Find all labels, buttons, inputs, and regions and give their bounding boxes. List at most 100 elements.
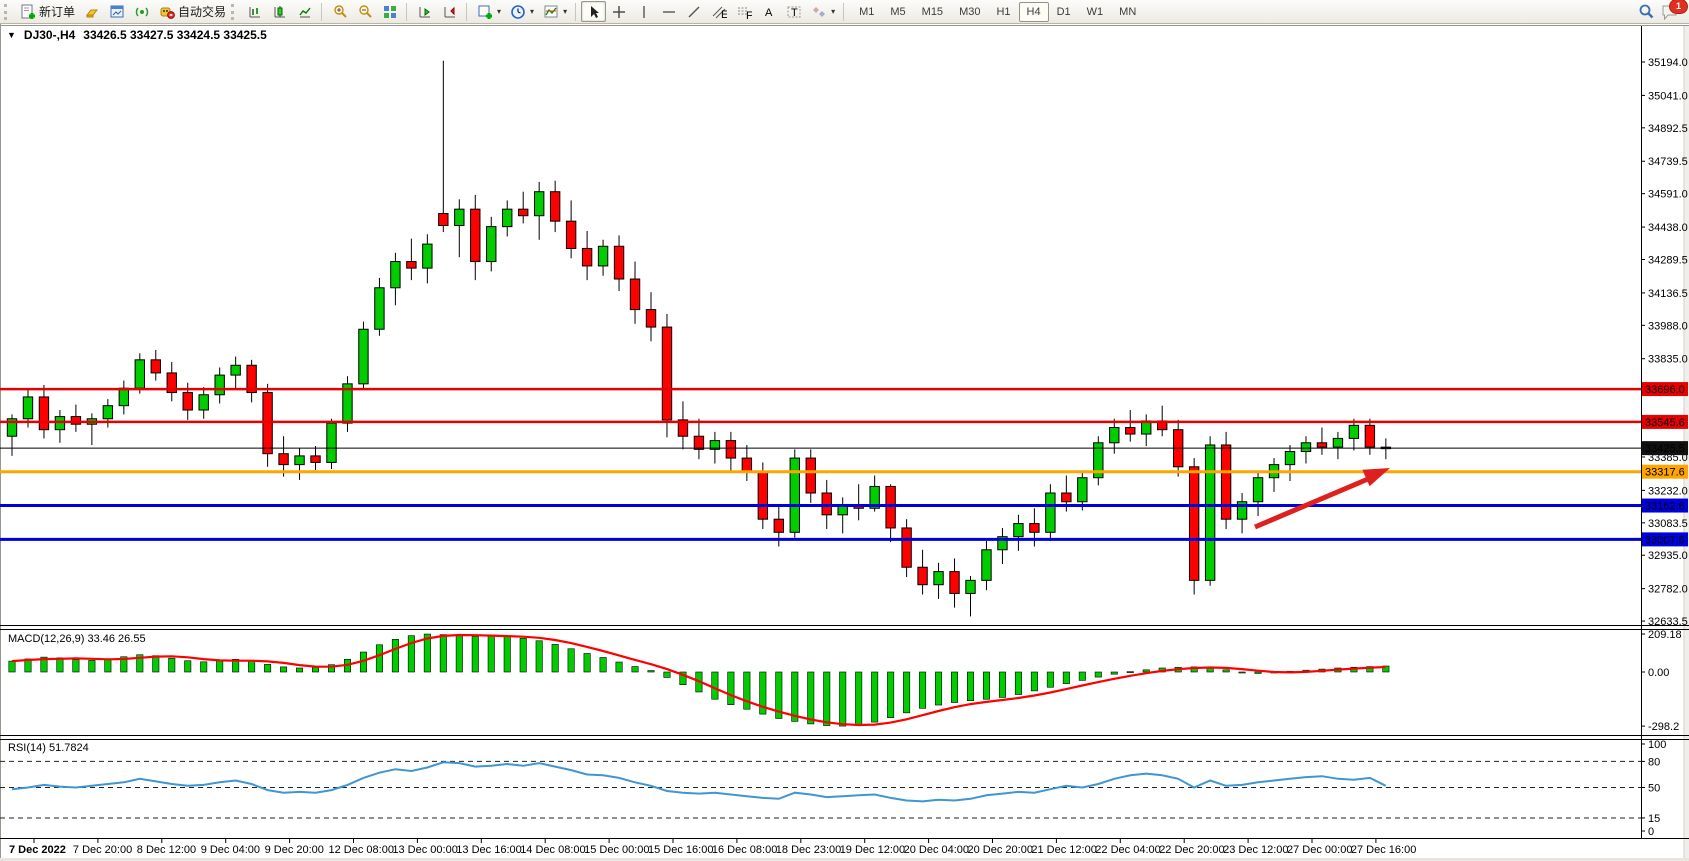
svg-text:9 Dec 20:00: 9 Dec 20:00 (265, 844, 324, 856)
text-tool-button[interactable]: A (756, 1, 781, 22)
notifications-button[interactable]: 1 (1660, 0, 1688, 21)
svg-text:22 Dec 04:00: 22 Dec 04:00 (1095, 844, 1160, 856)
rsi-indicator-label: RSI(14) 51.7824 (8, 742, 89, 754)
svg-text:12 Dec 08:00: 12 Dec 08:00 (329, 844, 394, 856)
timeframe-W1[interactable]: W1 (1086, 5, 1104, 18)
svg-text:33232.0: 33232.0 (1648, 485, 1688, 497)
arrows-tool-dropdown[interactable]: ▾ (806, 1, 839, 22)
autotrading-button[interactable]: 自动交易 (154, 1, 230, 22)
svg-text:7 Dec 2022: 7 Dec 2022 (9, 844, 66, 856)
svg-text:18 Dec 23:00: 18 Dec 23:00 (776, 844, 841, 856)
trendline-tool-button[interactable] (681, 1, 706, 22)
horizontal-line-icon (660, 3, 677, 20)
svg-text:33545.6: 33545.6 (1645, 417, 1685, 429)
channel-tool-button[interactable]: E (706, 1, 731, 22)
svg-text:33162.6: 33162.6 (1645, 501, 1685, 513)
autotrading-label: 自动交易 (178, 5, 227, 19)
svg-text:15 Dec 16:00: 15 Dec 16:00 (648, 844, 713, 856)
svg-text:34289.5: 34289.5 (1648, 254, 1688, 266)
svg-text:0: 0 (1648, 826, 1654, 838)
zoom-in-button[interactable] (327, 1, 352, 22)
chart-shift-button[interactable] (437, 1, 462, 22)
new-chart-icon (476, 3, 493, 20)
timeframe-M1[interactable]: M1 (859, 5, 875, 18)
new-chart-dropdown[interactable]: ▾ (472, 1, 505, 22)
timeframe-MN[interactable]: MN (1119, 5, 1137, 18)
toolbar-grip (231, 3, 238, 20)
candlestick-chart-icon (271, 3, 288, 20)
market-watch-button[interactable] (79, 1, 104, 22)
annotation-arrow[interactable] (1254, 468, 1390, 530)
signals-button[interactable] (129, 1, 154, 22)
svg-text:E: E (721, 9, 727, 20)
indicators-icon (542, 3, 559, 20)
chart-title: ▼ DJ30-,H4 33426.5 33427.5 33424.5 33425… (7, 28, 267, 42)
cursor-icon (585, 3, 602, 20)
svg-text:13 Dec 16:00: 13 Dec 16:00 (456, 844, 521, 856)
svg-text:34591.0: 34591.0 (1648, 189, 1688, 201)
dropdown-arrow-icon: ▾ (563, 7, 568, 16)
svg-text:33696.0: 33696.0 (1645, 384, 1685, 396)
market-watch-icon (83, 3, 100, 20)
horizontal-line-tool-button[interactable] (656, 1, 681, 22)
pane-splitters[interactable] (0, 625, 1689, 839)
line-chart-mode-button[interactable] (292, 1, 317, 22)
timeframe-H4[interactable]: H4 (1018, 1, 1049, 22)
svg-text:34892.5: 34892.5 (1648, 123, 1688, 135)
svg-text:33835.0: 33835.0 (1648, 354, 1688, 366)
auto-scroll-button[interactable] (412, 1, 437, 22)
timeframe-D1[interactable]: D1 (1056, 5, 1071, 18)
new-order-label: 新订单 (39, 5, 76, 19)
svg-text:27 Dec 00:00: 27 Dec 00:00 (1287, 844, 1352, 856)
charts-window-button[interactable] (104, 1, 129, 22)
cursor-tool-button[interactable] (581, 1, 607, 22)
svg-text:33083.5: 33083.5 (1648, 518, 1688, 530)
bar-chart-mode-button[interactable] (242, 1, 267, 22)
svg-text:32935.0: 32935.0 (1648, 550, 1688, 562)
zoom-out-button[interactable] (352, 1, 377, 22)
vertical-line-tool-button[interactable] (631, 1, 656, 22)
timeframe-M5[interactable]: M5 (890, 5, 906, 18)
vertical-line-icon (635, 3, 652, 20)
svg-text:33988.0: 33988.0 (1648, 320, 1688, 332)
svg-text:15 Dec 00:00: 15 Dec 00:00 (584, 844, 649, 856)
crosshair-tool-button[interactable] (606, 1, 631, 22)
text-icon: A (760, 3, 777, 20)
timeframe-M30[interactable]: M30 (959, 5, 981, 18)
new-order-button[interactable]: 新订单 (15, 1, 79, 22)
svg-text:34136.5: 34136.5 (1648, 288, 1688, 300)
time-axis: 7 Dec 2022 7 Dec 20:00 8 Dec 12:00 9 Dec 04… (9, 838, 1416, 856)
auto-scroll-icon (416, 3, 433, 20)
svg-text:22 Dec 20:00: 22 Dec 20:00 (1159, 844, 1224, 856)
macd-pane[interactable]: 209.18 0.00 -298.2 (8, 629, 1682, 733)
timeframe-M15[interactable]: M15 (921, 5, 944, 18)
candlestick-mode-button[interactable] (267, 1, 292, 22)
indicators-dropdown[interactable]: ▾ (538, 1, 571, 22)
text-label-tool-button[interactable]: T (781, 1, 806, 22)
svg-text:209.18: 209.18 (1648, 629, 1682, 641)
svg-text:0.00: 0.00 (1648, 667, 1669, 679)
fibonacci-tool-button[interactable]: F (731, 1, 756, 22)
svg-text:32782.0: 32782.0 (1648, 584, 1688, 596)
notification-badge: 1 (1669, 0, 1688, 14)
rsi-pane[interactable]: 100 80 50 150 (0, 739, 1666, 838)
horizontal-level-lines[interactable] (0, 387, 1641, 541)
svg-text:8 Dec 12:00: 8 Dec 12:00 (137, 844, 196, 856)
svg-text:33425.5: 33425.5 (1645, 443, 1685, 455)
svg-text:-298.2: -298.2 (1648, 721, 1679, 733)
svg-text:33317.6: 33317.6 (1645, 467, 1685, 479)
bar-chart-icon (246, 3, 263, 20)
zoom-out-icon (356, 3, 373, 20)
tile-windows-button[interactable] (377, 1, 402, 22)
timeframe-group: M1 M5 M15 M30 H1 H4 D1 W1 MN (851, 1, 1144, 22)
periods-dropdown[interactable]: ▾ (505, 1, 538, 22)
price-axis: 35194.0 35041.0 34892.5 34739.5 34591.0 34438… (1641, 57, 1688, 628)
svg-text:15: 15 (1648, 813, 1660, 825)
svg-text:T: T (791, 7, 798, 19)
chart-context-arrow-icon[interactable]: ▼ (7, 30, 16, 40)
search-icon[interactable] (1637, 3, 1654, 20)
line-chart-icon (296, 3, 313, 20)
toolbar-separator (575, 2, 577, 21)
timeframe-H1[interactable]: H1 (996, 5, 1011, 18)
